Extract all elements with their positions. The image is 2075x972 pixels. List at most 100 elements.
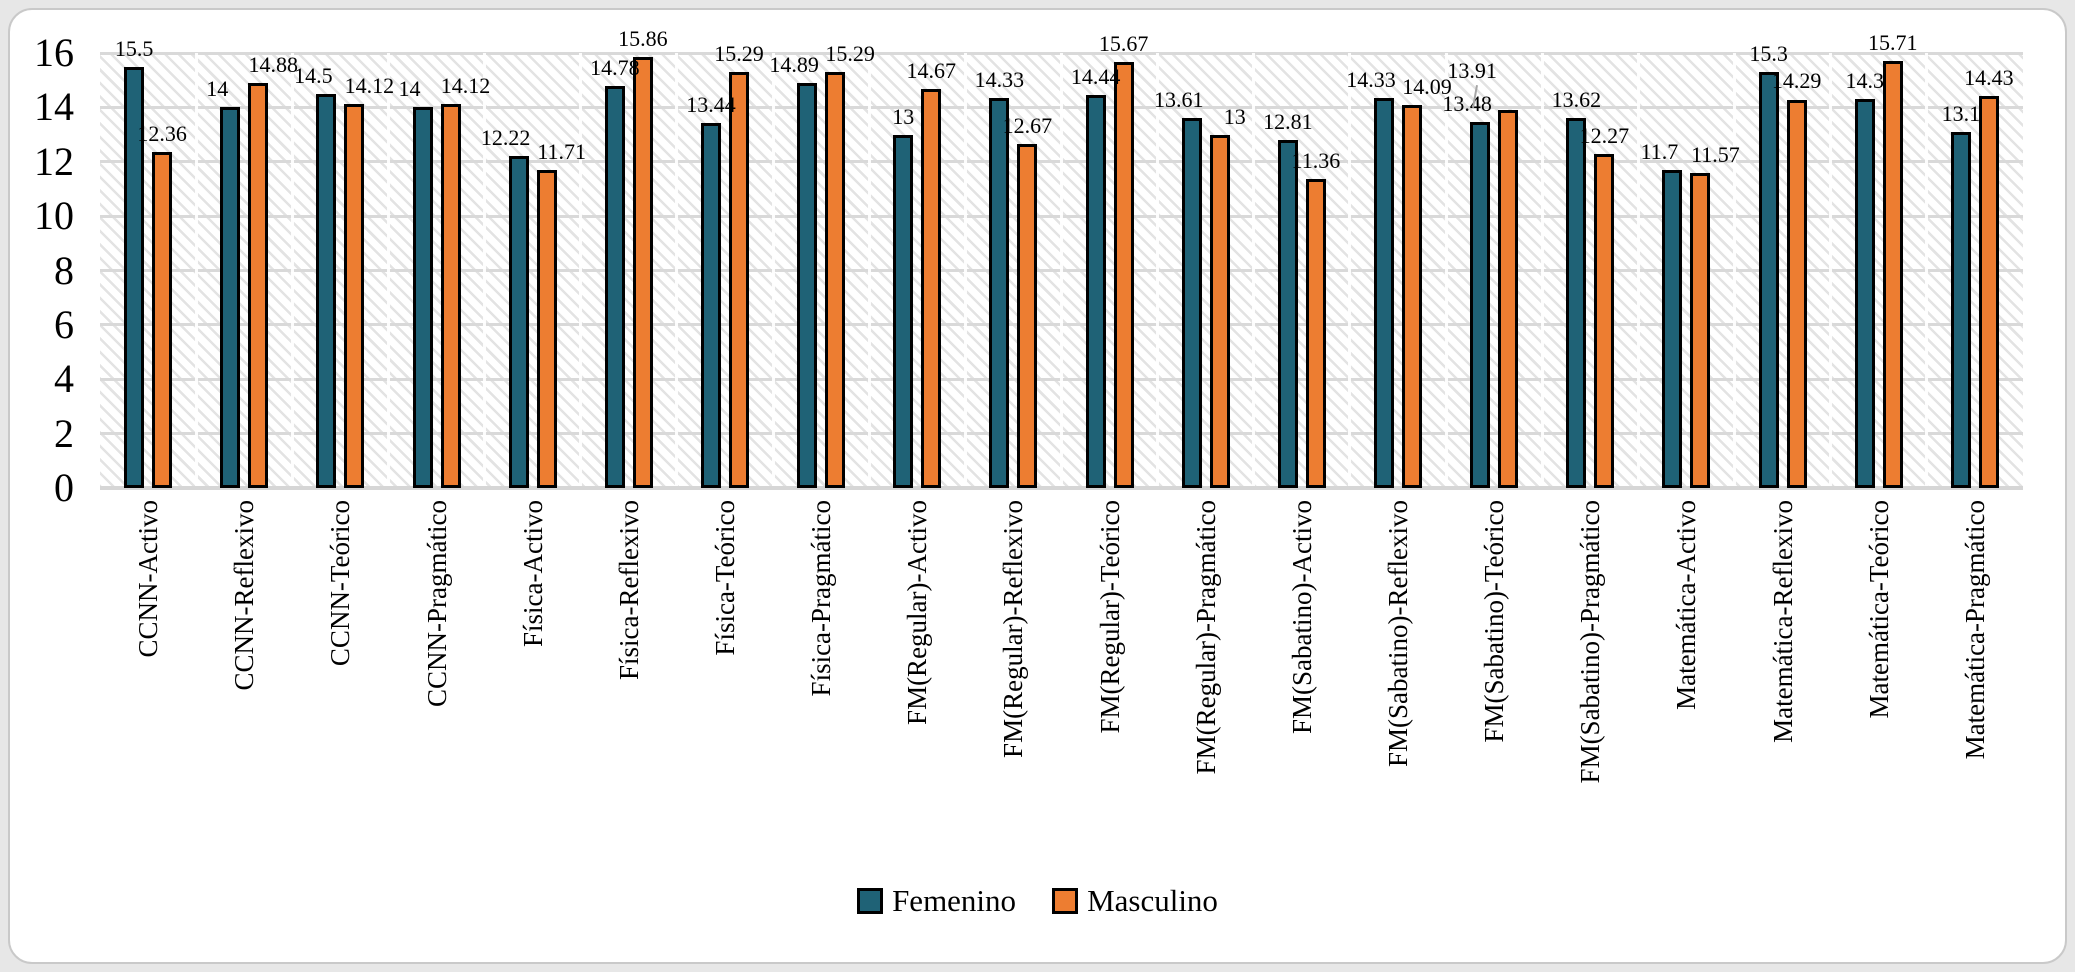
data-label: 11.71 (537, 138, 587, 164)
category-label: Física-Teórico (709, 500, 740, 656)
y-tick-label: 2 (54, 410, 74, 456)
category-label: CCNN-Pragmático (421, 500, 452, 707)
data-label: 14.89 (769, 52, 819, 78)
data-label: 13.62 (1551, 86, 1602, 112)
data-label: 15.71 (1868, 29, 1918, 55)
bar-femenino (220, 107, 241, 488)
bar-femenino (124, 66, 145, 488)
data-label: 12.36 (137, 120, 187, 146)
category-label: FM(Regular)-Reflexivo (998, 500, 1029, 758)
y-tick-label: 4 (54, 356, 74, 402)
data-label: 12.27 (1579, 123, 1630, 149)
bar-masculino (1402, 104, 1423, 488)
category-label: Matemática-Reflexivo (1767, 500, 1798, 743)
bar-masculino (440, 104, 461, 488)
category-label: FM(Sabatino)-Reflexivo (1383, 500, 1414, 767)
category-label: CCNN-Reflexivo (229, 500, 260, 691)
bar-femenino (316, 93, 337, 488)
data-label: 14.29 (1771, 68, 1822, 94)
data-label: 14.44 (1070, 64, 1121, 90)
data-label: 14.33 (1346, 67, 1396, 93)
legend-swatch-icon (857, 888, 884, 914)
data-label: 11.57 (1691, 142, 1740, 168)
category-seam (1733, 53, 1737, 488)
data-label: 13.44 (686, 91, 736, 117)
bar-masculino (1209, 134, 1230, 488)
category-label: FM(Regular)-Activo (902, 500, 933, 725)
legend-item-femenino: Femenino (857, 883, 1016, 919)
bar-masculino (1017, 143, 1038, 488)
data-label: 12.81 (1263, 108, 1313, 134)
category-seam (675, 53, 679, 488)
data-label: 15.29 (825, 41, 875, 67)
bar-masculino (1978, 95, 1999, 488)
category-label: Física-Pragmático (806, 500, 837, 697)
bar-femenino (1950, 131, 1971, 488)
data-label: 14.3 (1845, 68, 1885, 94)
data-label: 14.78 (590, 55, 640, 81)
category-seam (1156, 53, 1160, 488)
bar-masculino (1113, 61, 1134, 488)
data-label: 15.67 (1098, 30, 1149, 56)
category-seam (386, 53, 390, 488)
chart-panel: 0 2 4 6 8 10 12 14 16 15.5 12.36 14 14.88 14.5 14.12 1… (8, 8, 2067, 964)
category-seam (1925, 53, 1929, 488)
category-seam (1636, 53, 1640, 488)
data-label: 14.43 (1964, 64, 2014, 90)
data-label: 11.36 (1291, 148, 1341, 174)
bar-femenino (1758, 72, 1779, 488)
category-seam (194, 53, 198, 488)
data-label: 14.67 (906, 58, 957, 84)
bar-masculino (1498, 109, 1519, 488)
category-label: Matemática-Teórico (1863, 500, 1894, 719)
data-label: 13.61 (1153, 86, 1204, 112)
legend-label: Femenino (892, 883, 1017, 918)
plot-area (100, 51, 2023, 490)
data-label: 11.7 (1640, 138, 1679, 164)
y-tick-label: 0 (54, 465, 74, 510)
bar-masculino (825, 72, 846, 488)
y-tick-label: 6 (54, 301, 74, 347)
bar-femenino (604, 86, 625, 488)
category-label: CCNN-Teórico (325, 500, 356, 667)
data-label: 13.1 (1941, 100, 1981, 126)
bar-masculino (921, 89, 942, 488)
category-seam (1252, 53, 1256, 488)
data-label: 13 (892, 103, 915, 129)
legend-swatch-icon (1052, 888, 1079, 914)
y-tick-label: 10 (34, 193, 74, 239)
data-label: 14.33 (974, 67, 1025, 93)
data-label: 15.3 (1749, 41, 1788, 67)
data-label: 14.12 (344, 73, 395, 99)
category-label: Física-Activo (517, 500, 548, 647)
data-label: 13 (1223, 103, 1246, 129)
data-label: 15.29 (714, 41, 764, 67)
y-tick-label: 12 (34, 138, 74, 184)
category-label: FM(Regular)-Pragmático (1190, 500, 1221, 775)
legend-label: Masculino (1087, 883, 1218, 918)
data-label: 14.88 (248, 52, 298, 78)
category-seam (867, 53, 871, 488)
y-tick-label: 14 (34, 84, 74, 130)
category-seam (771, 53, 775, 488)
bar-masculino (344, 104, 365, 488)
category-seam (963, 53, 967, 488)
category-seam (1829, 53, 1833, 488)
category-seam (290, 53, 294, 488)
bar-femenino (1470, 121, 1491, 488)
y-tick-label: 8 (54, 247, 74, 293)
bar-masculino (1786, 99, 1807, 488)
y-tick-label: 16 (34, 30, 74, 75)
category-label: FM(Sabatino)-Teórico (1479, 500, 1510, 743)
bar-masculino (1882, 60, 1903, 488)
legend: Femenino Masculino (0, 876, 2075, 926)
bar-femenino (1374, 98, 1395, 488)
category-label: CCNN-Activo (133, 500, 164, 658)
bar-femenino (1277, 139, 1298, 488)
bar-femenino (700, 122, 721, 488)
category-label: FM(Sabatino)-Activo (1286, 500, 1317, 734)
bar-femenino (1181, 117, 1202, 488)
category-seam (1060, 53, 1063, 488)
bar-femenino (989, 98, 1010, 488)
